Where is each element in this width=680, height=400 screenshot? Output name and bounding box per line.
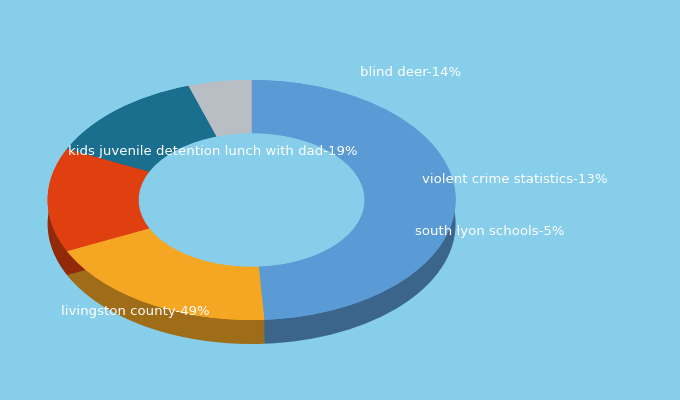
Polygon shape: [67, 149, 150, 196]
Wedge shape: [67, 252, 265, 344]
Polygon shape: [258, 266, 265, 344]
Wedge shape: [48, 149, 150, 251]
Wedge shape: [67, 86, 217, 172]
Wedge shape: [188, 80, 252, 137]
Wedge shape: [67, 228, 265, 320]
Wedge shape: [67, 228, 265, 320]
Text: violent crime statistics-13%: violent crime statistics-13%: [422, 174, 607, 186]
Wedge shape: [252, 80, 456, 320]
Text: livingston county-49%: livingston county-49%: [61, 306, 210, 318]
Polygon shape: [258, 266, 265, 344]
Wedge shape: [188, 104, 252, 161]
Polygon shape: [67, 228, 150, 275]
Polygon shape: [67, 228, 150, 275]
Wedge shape: [67, 110, 217, 196]
Wedge shape: [48, 149, 150, 251]
Circle shape: [139, 134, 364, 266]
Polygon shape: [67, 149, 150, 196]
Circle shape: [139, 134, 364, 266]
Wedge shape: [48, 173, 150, 275]
Wedge shape: [67, 86, 217, 172]
Wedge shape: [252, 104, 456, 344]
Wedge shape: [252, 80, 456, 320]
Text: blind deer-14%: blind deer-14%: [360, 66, 462, 78]
Polygon shape: [188, 86, 217, 161]
Text: south lyon schools-5%: south lyon schools-5%: [415, 226, 564, 238]
Text: kids juvenile detention lunch with dad-19%: kids juvenile detention lunch with dad-1…: [68, 146, 358, 158]
Wedge shape: [188, 80, 252, 137]
Polygon shape: [188, 86, 217, 161]
